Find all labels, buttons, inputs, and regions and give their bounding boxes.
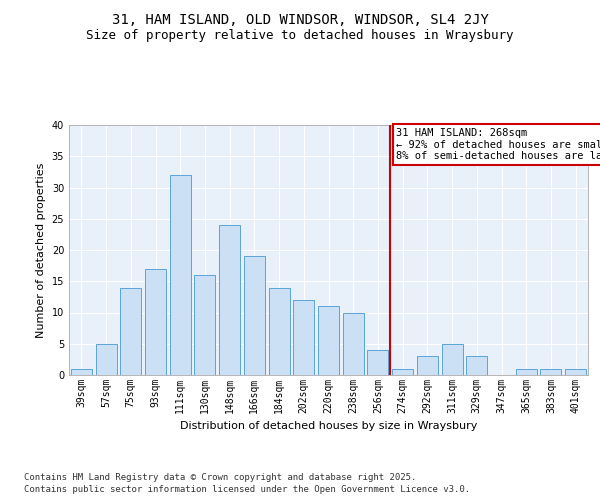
Bar [442,344,463,375]
Bar [417,356,438,375]
Bar [194,275,215,375]
Bar [120,288,141,375]
Bar [95,344,116,375]
Bar [219,225,240,375]
Bar [145,269,166,375]
Text: Size of property relative to detached houses in Wraysbury: Size of property relative to detached ho… [86,29,514,42]
Bar [541,369,562,375]
Bar [71,369,92,375]
Bar [392,369,413,375]
Text: 31 HAM ISLAND: 268sqm
← 92% of detached houses are smaller (176)
8% of semi-deta: 31 HAM ISLAND: 268sqm ← 92% of detached … [397,128,600,162]
X-axis label: Distribution of detached houses by size in Wraysbury: Distribution of detached houses by size … [180,422,477,432]
Bar [318,306,339,375]
Bar [516,369,537,375]
Bar [367,350,388,375]
Text: Contains HM Land Registry data © Crown copyright and database right 2025.: Contains HM Land Registry data © Crown c… [24,472,416,482]
Y-axis label: Number of detached properties: Number of detached properties [36,162,46,338]
Bar [170,175,191,375]
Bar [293,300,314,375]
Bar [244,256,265,375]
Bar [343,312,364,375]
Bar [466,356,487,375]
Bar [269,288,290,375]
Text: Contains public sector information licensed under the Open Government Licence v3: Contains public sector information licen… [24,485,470,494]
Text: 31, HAM ISLAND, OLD WINDSOR, WINDSOR, SL4 2JY: 31, HAM ISLAND, OLD WINDSOR, WINDSOR, SL… [112,12,488,26]
Bar [565,369,586,375]
